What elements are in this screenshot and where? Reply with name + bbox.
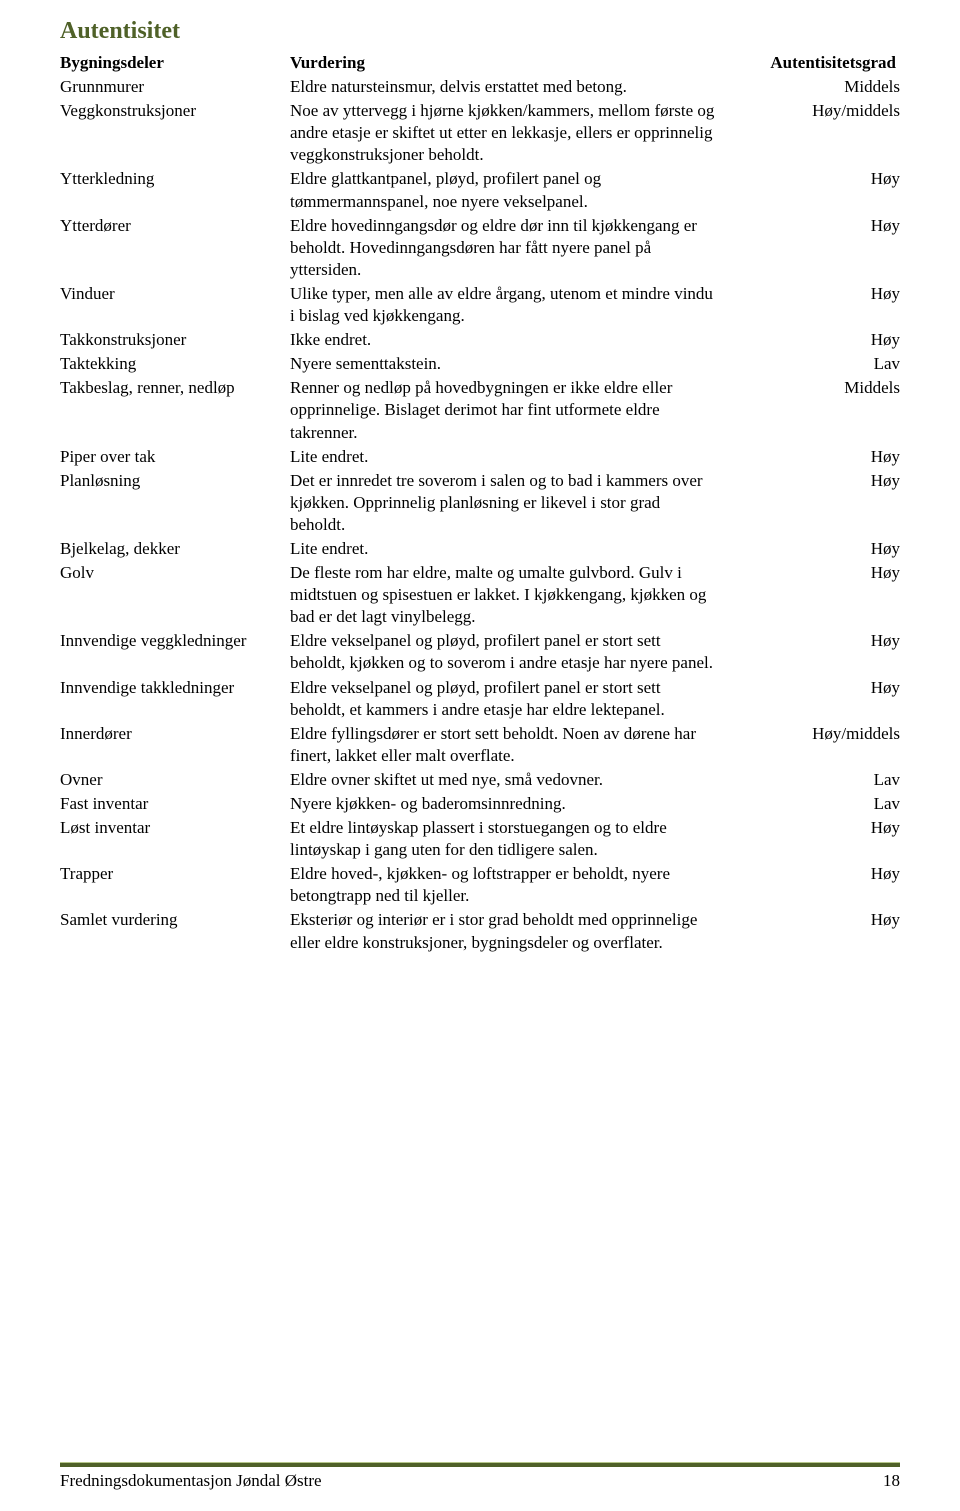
table-cell-vurdering: Eldre glattkantpanel, pløyd, profilert p… [290, 167, 725, 213]
col-header-autentisitetsgrad: Autentisitetsgrad [725, 51, 900, 75]
table-cell-vurdering: Lite endret. [290, 537, 725, 561]
table-cell-vurdering: De fleste rom har eldre, malte og umalte… [290, 561, 725, 629]
table-cell-grad: Høy [725, 862, 900, 908]
table-cell-vurdering: Eksteriør og interiør er i stor grad beh… [290, 908, 725, 954]
table-cell-vurdering: Lite endret. [290, 445, 725, 469]
table-cell-bygningsdeler: Fast inventar [60, 792, 290, 816]
table-cell-bygningsdeler: Ytterkledning [60, 167, 290, 213]
table-cell-bygningsdeler: Veggkonstruksjoner [60, 99, 290, 167]
footer-left: Fredningsdokumentasjon Jøndal Østre [60, 1471, 322, 1491]
table-cell-grad: Høy [725, 908, 900, 954]
footer-row: Fredningsdokumentasjon Jøndal Østre 18 [60, 1471, 900, 1491]
table-cell-vurdering: Eldre vekselpanel og pløyd, profilert pa… [290, 629, 725, 675]
table-cell-grad: Middels [725, 75, 900, 99]
table-cell-vurdering: Eldre vekselpanel og pløyd, profilert pa… [290, 676, 725, 722]
table-cell-vurdering: Eldre ovner skiftet ut med nye, små vedo… [290, 768, 725, 792]
table-cell-grad: Høy [725, 282, 900, 328]
document-page: Autentisitet Bygningsdeler Vurdering Aut… [0, 0, 960, 1511]
table-cell-vurdering: Renner og nedløp på hovedbygningen er ik… [290, 376, 725, 444]
table-cell-grad: Lav [725, 768, 900, 792]
table-cell-bygningsdeler: Bjelkelag, dekker [60, 537, 290, 561]
table-cell-bygningsdeler: Grunnmurer [60, 75, 290, 99]
table-cell-grad: Høy [725, 469, 900, 537]
table-cell-bygningsdeler: Takkonstruksjoner [60, 328, 290, 352]
table-cell-grad: Høy [725, 214, 900, 282]
table-cell-bygningsdeler: Piper over tak [60, 445, 290, 469]
table-cell-vurdering: Eldre fyllingsdører er stort sett behold… [290, 722, 725, 768]
table-cell-vurdering: Nyere kjøkken- og baderomsinnredning. [290, 792, 725, 816]
footer-page-number: 18 [883, 1471, 900, 1491]
col-header-bygningsdeler: Bygningsdeler [60, 51, 290, 75]
table-cell-vurdering: Det er innredet tre soverom i salen og t… [290, 469, 725, 537]
table-cell-grad: Høy/middels [725, 99, 900, 167]
table-cell-grad: Høy [725, 328, 900, 352]
table-cell-vurdering: Eldre natursteinsmur, delvis erstattet m… [290, 75, 725, 99]
table-cell-grad: Høy/middels [725, 722, 900, 768]
table-cell-grad: Høy [725, 561, 900, 629]
table-cell-bygningsdeler: Ovner [60, 768, 290, 792]
table-cell-bygningsdeler: Planløsning [60, 469, 290, 537]
table-cell-bygningsdeler: Ytterdører [60, 214, 290, 282]
table-cell-grad: Høy [725, 445, 900, 469]
table-cell-vurdering: Nyere sementtakstein. [290, 352, 725, 376]
table-cell-bygningsdeler: Samlet vurdering [60, 908, 290, 954]
table-cell-grad: Høy [725, 629, 900, 675]
table-cell-grad: Høy [725, 676, 900, 722]
table-cell-grad: Middels [725, 376, 900, 444]
table-cell-bygningsdeler: Trapper [60, 862, 290, 908]
table-cell-bygningsdeler: Innvendige takkledninger [60, 676, 290, 722]
table-cell-grad: Høy [725, 816, 900, 862]
col-header-vurdering: Vurdering [290, 51, 725, 75]
table-cell-bygningsdeler: Golv [60, 561, 290, 629]
footer-rule [60, 1462, 900, 1467]
table-cell-vurdering: Ikke endret. [290, 328, 725, 352]
table-cell-grad: Høy [725, 167, 900, 213]
table-cell-grad: Høy [725, 537, 900, 561]
table-cell-grad: Lav [725, 792, 900, 816]
table-cell-bygningsdeler: Takbeslag, renner, nedløp [60, 376, 290, 444]
page-footer: Fredningsdokumentasjon Jøndal Østre 18 [60, 1442, 900, 1491]
table-cell-vurdering: Et eldre lintøyskap plassert i storstueg… [290, 816, 725, 862]
table-cell-bygningsdeler: Vinduer [60, 282, 290, 328]
table-cell-grad: Lav [725, 352, 900, 376]
table-cell-bygningsdeler: Innvendige veggkledninger [60, 629, 290, 675]
table-cell-bygningsdeler: Innerdører [60, 722, 290, 768]
table-cell-bygningsdeler: Taktekking [60, 352, 290, 376]
table-cell-vurdering: Eldre hoved-, kjøkken- og loftstrapper e… [290, 862, 725, 908]
autentisitet-table: Bygningsdeler Vurdering Autentisitetsgra… [60, 51, 900, 955]
section-title: Autentisitet [60, 18, 900, 45]
table-cell-vurdering: Noe av yttervegg i hjørne kjøkken/kammer… [290, 99, 725, 167]
table-cell-bygningsdeler: Løst inventar [60, 816, 290, 862]
table-cell-vurdering: Ulike typer, men alle av eldre årgang, u… [290, 282, 725, 328]
table-cell-vurdering: Eldre hovedinngangsdør og eldre dør inn … [290, 214, 725, 282]
